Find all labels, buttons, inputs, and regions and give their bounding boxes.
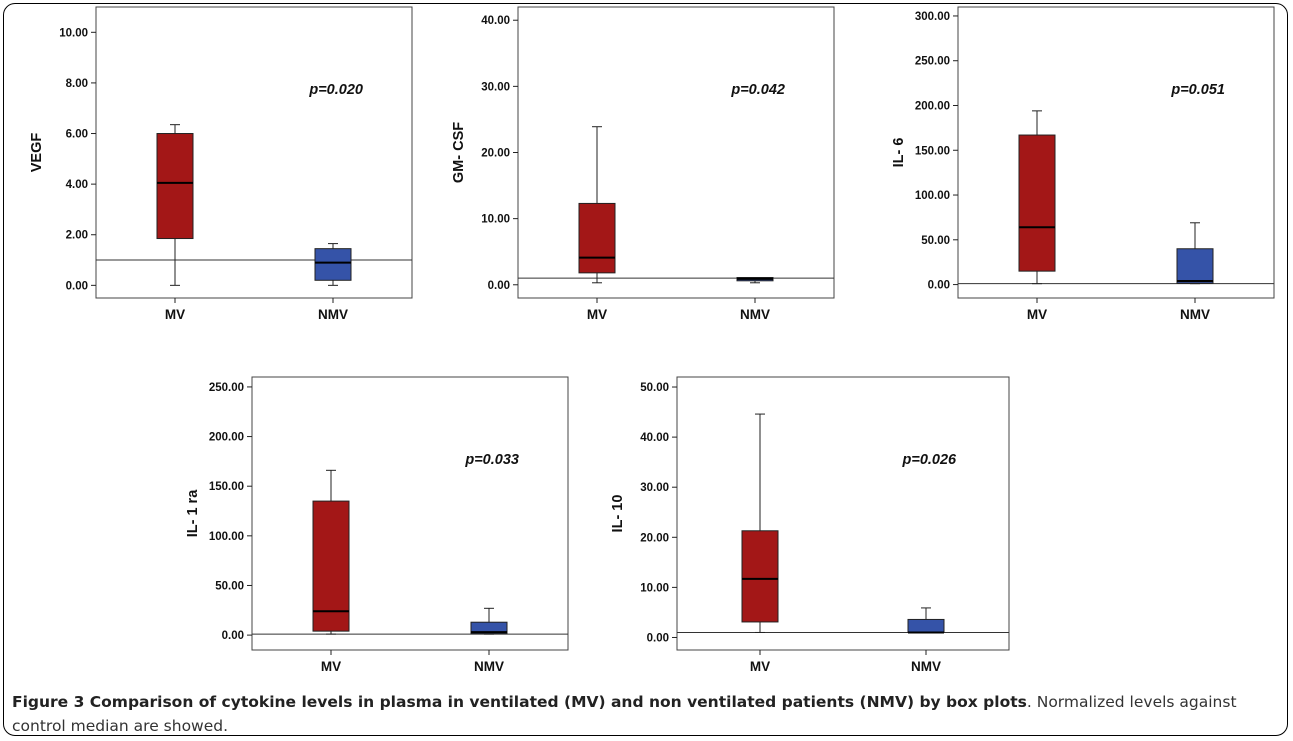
y-tick-label: 0.00 bbox=[222, 630, 244, 642]
caption-text: . Normalized levels against control medi… bbox=[12, 693, 1237, 735]
y-tick-label: 30.00 bbox=[481, 81, 510, 93]
y-tick-label: 10.00 bbox=[640, 582, 669, 594]
y-tick-label: 10.00 bbox=[59, 27, 88, 39]
p-value-annotation: p=0.020 bbox=[308, 82, 363, 98]
x-category-label: NMV bbox=[474, 659, 504, 674]
plot-area bbox=[517, 6, 835, 299]
figure-caption: Figure 3 Comparison of cytokine levels i… bbox=[12, 690, 1280, 738]
box-mv bbox=[1018, 110, 1056, 285]
y-tick-label: 0.00 bbox=[928, 280, 950, 292]
box-body bbox=[312, 500, 350, 632]
y-axis-label: GM- CSF bbox=[451, 122, 467, 183]
y-axis-label: IL- 6 bbox=[891, 138, 907, 168]
y-tick-label: 200.00 bbox=[915, 100, 950, 112]
y-tick-label: 50.00 bbox=[215, 580, 244, 592]
box-body bbox=[1018, 134, 1056, 272]
box-mv bbox=[578, 126, 616, 284]
x-category-label: NMV bbox=[911, 659, 941, 674]
box-mv bbox=[741, 413, 779, 633]
y-tick-label: 200.00 bbox=[209, 432, 244, 444]
y-tick-label: 4.00 bbox=[66, 179, 88, 191]
box-mv bbox=[312, 469, 350, 635]
y-tick-label: 100.00 bbox=[915, 190, 950, 202]
y-tick-label: 8.00 bbox=[66, 78, 88, 90]
y-tick-label: 20.00 bbox=[481, 148, 510, 160]
x-category-label: NMV bbox=[1180, 307, 1210, 322]
box-body bbox=[578, 202, 616, 274]
box-body bbox=[470, 621, 508, 635]
figure-panels: 0.00 2.00 4.00 6.00 8.00 10.00 VEGF p=0.020 MV NM… bbox=[29, 6, 1275, 674]
y-tick-label: 20.00 bbox=[640, 532, 669, 544]
y-axis-label: IL- 10 bbox=[610, 495, 626, 533]
plot-area bbox=[251, 376, 569, 651]
y-tick-label: 0.00 bbox=[488, 280, 510, 292]
y-tick-label: 150.00 bbox=[915, 145, 950, 157]
y-tick-label: 40.00 bbox=[640, 432, 669, 444]
y-tick-label: 250.00 bbox=[915, 56, 950, 68]
y-axis-label: IL- 1 ra bbox=[185, 489, 201, 537]
figure-frame bbox=[3, 3, 1288, 736]
p-value-annotation: p=0.042 bbox=[730, 82, 785, 98]
box-plot-panel-5: 0.00 10.00 20.00 30.00 40.00 50.00 IL- 10 p=0.0… bbox=[610, 376, 1010, 674]
y-tick-label: 50.00 bbox=[640, 382, 669, 394]
y-tick-label: 150.00 bbox=[209, 481, 244, 493]
box-body bbox=[314, 248, 352, 281]
x-category-label: MV bbox=[587, 307, 607, 322]
y-tick-label: 6.00 bbox=[66, 129, 88, 141]
box-nmv bbox=[736, 276, 774, 284]
y-tick-label: 250.00 bbox=[209, 382, 244, 394]
plot-area bbox=[957, 6, 1275, 299]
y-tick-label: 30.00 bbox=[640, 482, 669, 494]
p-value-annotation: p=0.051 bbox=[1170, 82, 1225, 98]
box-plot-panel-2: 0.00 10.00 20.00 30.00 40.00 GM- CSF p=0.042 MV… bbox=[451, 6, 835, 322]
box-body bbox=[1176, 248, 1214, 284]
x-category-label: NMV bbox=[740, 307, 770, 322]
y-tick-label: 300.00 bbox=[915, 11, 950, 23]
x-category-label: MV bbox=[321, 659, 341, 674]
x-category-label: NMV bbox=[318, 307, 348, 322]
box-nmv bbox=[314, 243, 352, 286]
p-value-annotation: p=0.026 bbox=[902, 452, 958, 468]
y-tick-label: 2.00 bbox=[66, 230, 88, 242]
y-tick-label: 0.00 bbox=[66, 280, 88, 292]
y-tick-label: 10.00 bbox=[481, 214, 510, 226]
box-plot-panel-3: 0.00 50.00 100.00 150.00 200.00 250.00 300.00 I… bbox=[891, 6, 1275, 322]
x-category-label: MV bbox=[165, 307, 185, 322]
y-tick-label: 40.00 bbox=[481, 15, 510, 27]
box-nmv bbox=[470, 607, 508, 635]
p-value-annotation: p=0.033 bbox=[464, 452, 519, 468]
box-mv bbox=[156, 124, 194, 286]
x-category-label: MV bbox=[750, 659, 770, 674]
y-tick-label: 50.00 bbox=[921, 235, 950, 247]
box-nmv bbox=[907, 607, 945, 634]
box-body bbox=[156, 133, 194, 240]
x-category-label: MV bbox=[1027, 307, 1047, 322]
plot-area bbox=[676, 376, 1010, 651]
box-nmv bbox=[1176, 222, 1214, 285]
box-plot-panel-1: 0.00 2.00 4.00 6.00 8.00 10.00 VEGF p=0.020 MV NM… bbox=[29, 6, 413, 322]
plot-area bbox=[95, 6, 413, 299]
box-body bbox=[907, 618, 945, 633]
y-tick-label: 100.00 bbox=[209, 531, 244, 543]
y-tick-label: 0.00 bbox=[647, 632, 669, 644]
caption-title: Figure 3 Comparison of cytokine levels i… bbox=[12, 693, 1027, 711]
y-axis-label: VEGF bbox=[29, 133, 45, 173]
box-plot-panel-4: 0.00 50.00 100.00 150.00 200.00 250.00 IL- 1 r… bbox=[185, 376, 569, 674]
box-body bbox=[741, 530, 779, 623]
